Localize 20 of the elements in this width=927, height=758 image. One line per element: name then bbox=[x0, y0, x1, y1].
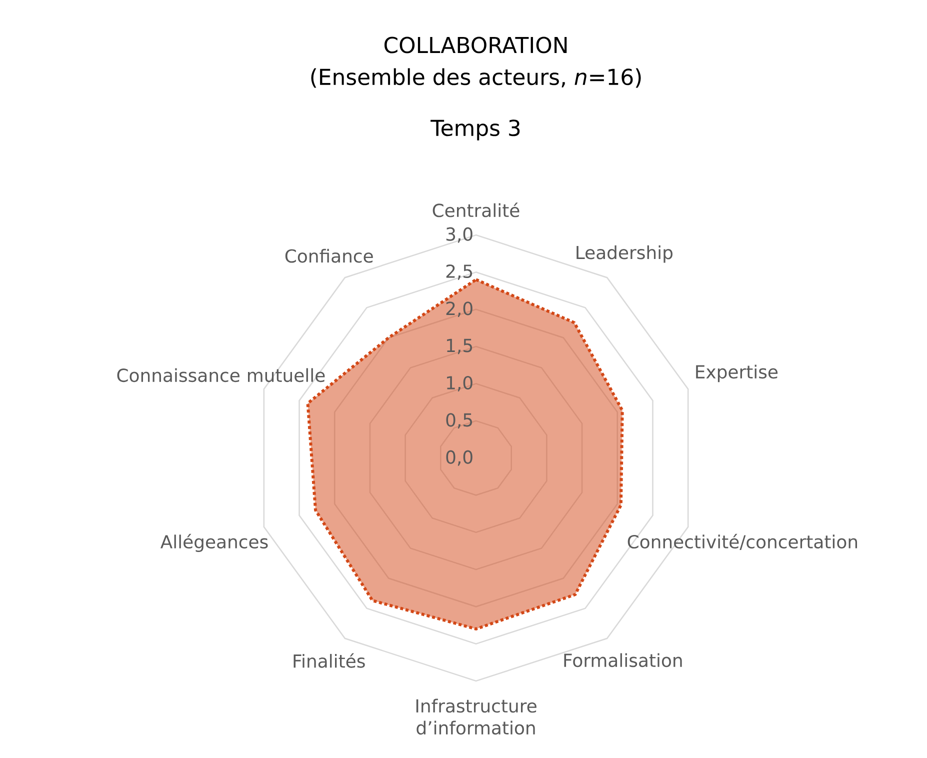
y-tick-label: 1,0 bbox=[447, 376, 472, 392]
y-tick-label: 2,5 bbox=[446, 264, 472, 280]
spoke-label: Leadership bbox=[576, 245, 672, 263]
spoke-label: Centralité bbox=[432, 202, 520, 218]
y-tick-label: 1,5 bbox=[447, 338, 472, 354]
spoke-label: Connectivité/concertation bbox=[628, 534, 858, 550]
y-tick-label: 0,0 bbox=[446, 450, 472, 466]
spoke-label: Finalités bbox=[294, 653, 365, 668]
y-tick-label: 0,5 bbox=[446, 413, 472, 429]
spoke-label: Formalisation bbox=[564, 653, 682, 668]
y-tick-label: 3,0 bbox=[446, 227, 472, 243]
chart-title: COLLABORATION bbox=[384, 36, 567, 54]
chart-subtitle: (Ensemble des acteurs, n=16) bbox=[311, 68, 641, 88]
spoke-label: Confiance bbox=[285, 248, 373, 263]
spoke-label: Connaissance mutuelle bbox=[117, 368, 325, 382]
spoke-label: Allégeances bbox=[160, 534, 268, 552]
spoke-label: Infrastructure d’information bbox=[416, 698, 536, 735]
spoke-label: Expertise bbox=[696, 364, 778, 382]
y-tick-label: 2,0 bbox=[446, 302, 472, 318]
text: Temps 3 bbox=[430, 120, 520, 140]
